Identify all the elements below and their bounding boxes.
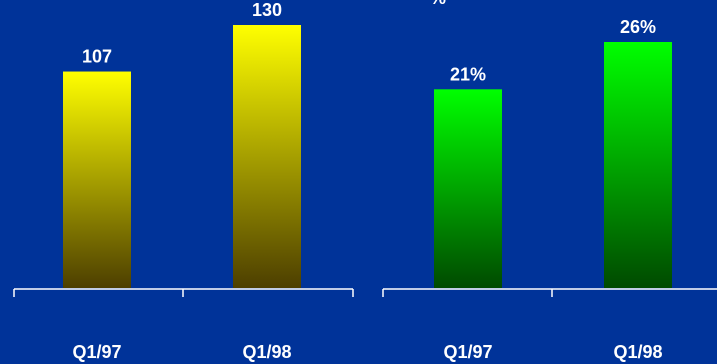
data-label: 130: [252, 0, 282, 20]
x-tick-label: Q1/98: [613, 342, 662, 362]
chart-panel-1: 107 Q1/97 130 Q1/98: [13, 0, 354, 362]
bar-q1-98: [604, 42, 672, 288]
bar-q1-97: [63, 71, 131, 289]
bar-q1-97: [434, 89, 502, 288]
partial-top-label: %: [430, 0, 446, 8]
x-tick-label: Q1/97: [443, 342, 492, 362]
data-label: 21%: [450, 64, 486, 84]
data-label: 26%: [620, 17, 656, 37]
chart-panel-2: 21% Q1/97 26% Q1/98: [382, 17, 717, 362]
x-tick-label: Q1/98: [242, 342, 291, 362]
bar-q1-98: [233, 25, 301, 288]
x-tick-label: Q1/97: [72, 342, 121, 362]
data-label: 107: [82, 47, 112, 67]
